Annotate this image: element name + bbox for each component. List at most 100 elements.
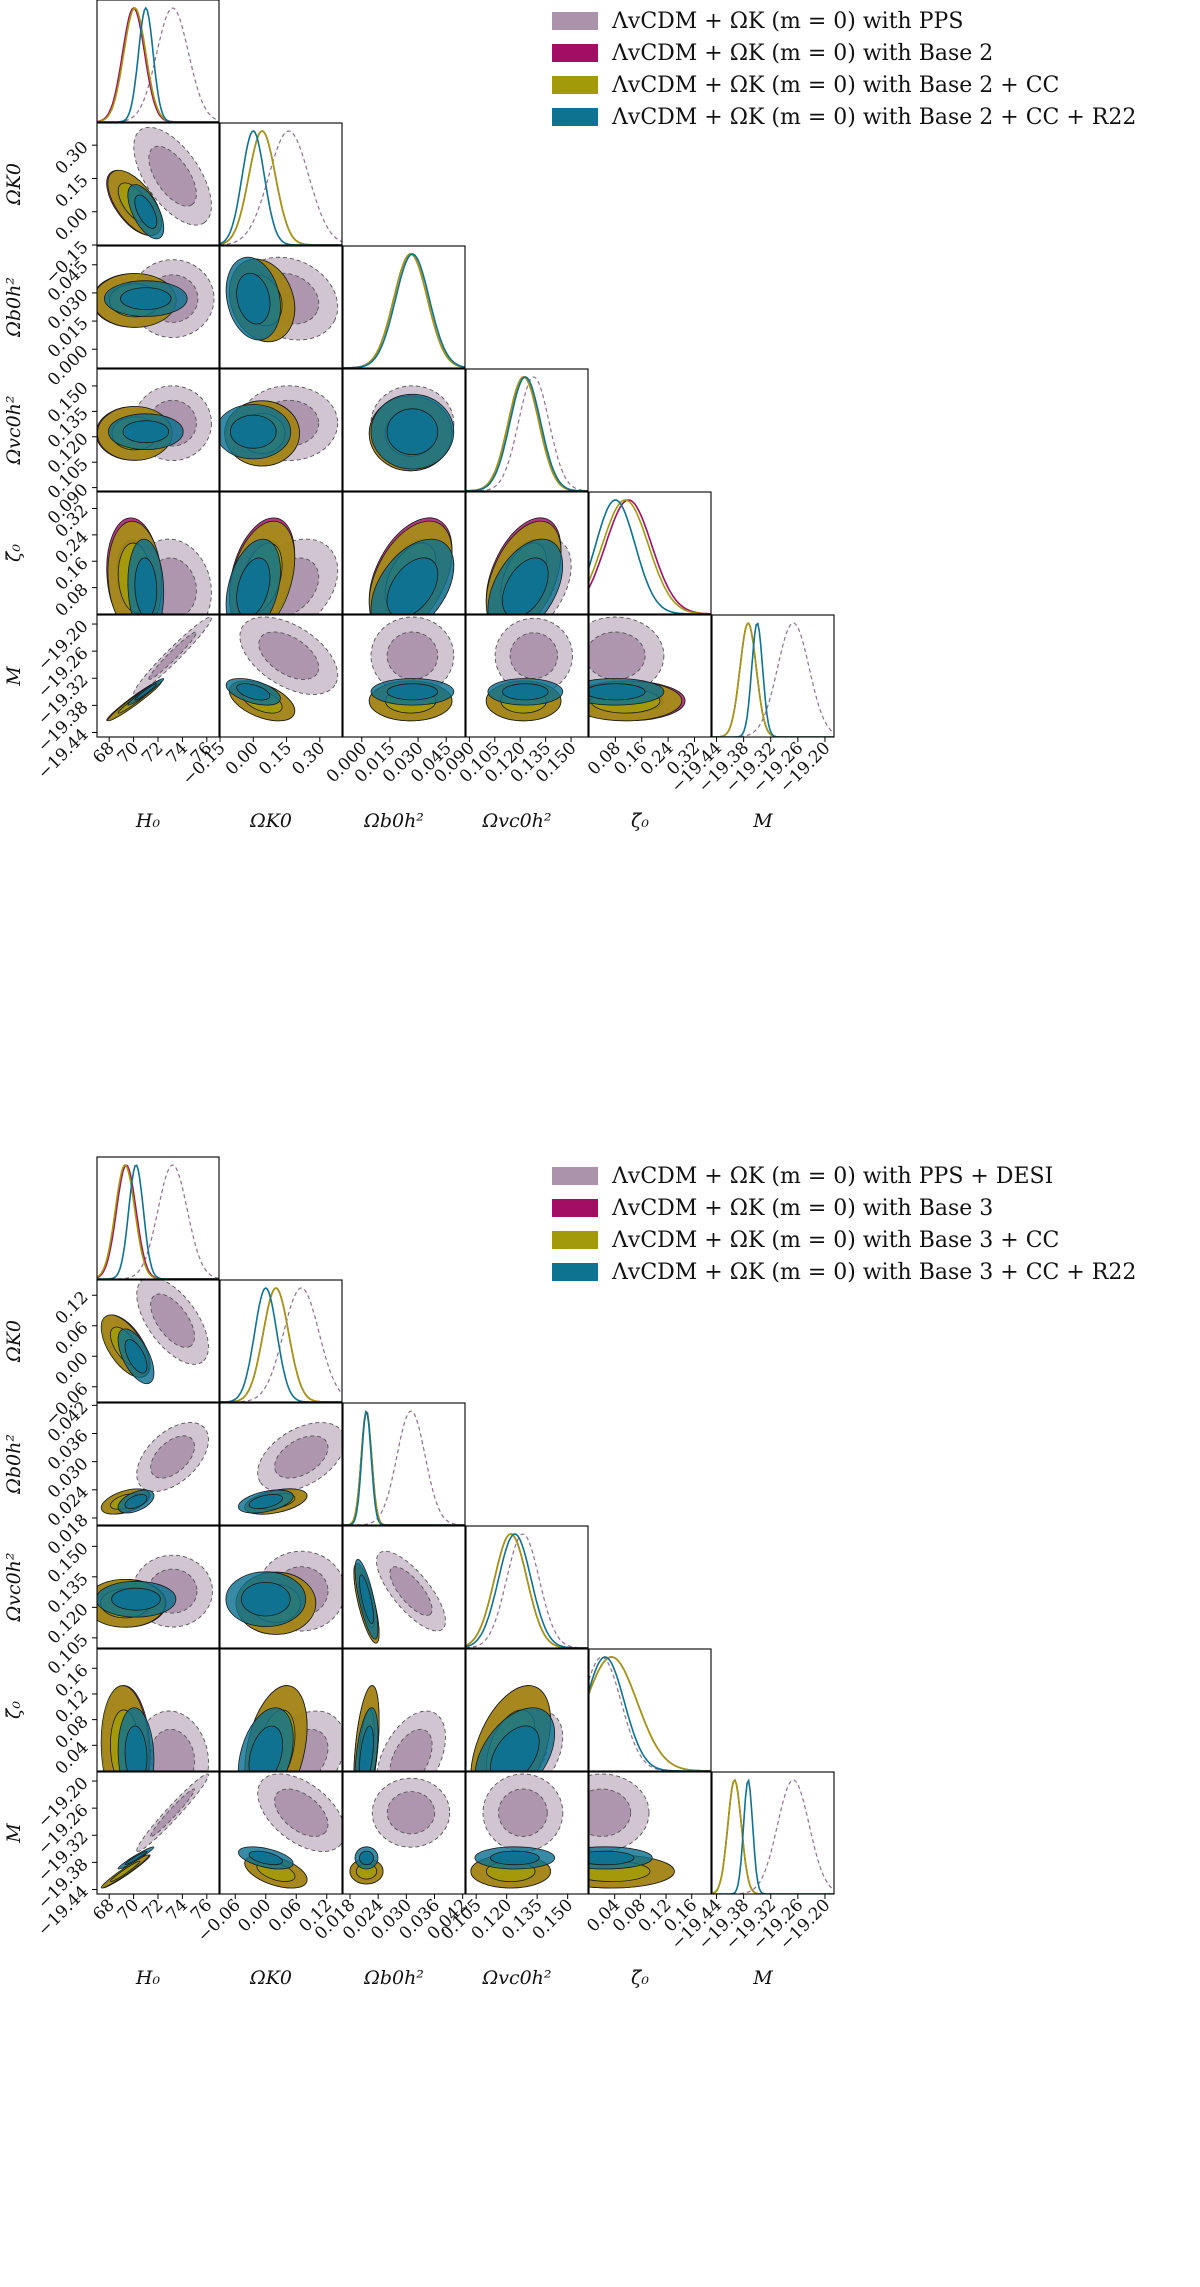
panel-frame — [219, 1525, 343, 1649]
marginal-curve-1 — [343, 253, 465, 368]
panel-frame — [96, 122, 220, 246]
panel-frame — [96, 1279, 220, 1403]
contour-4-68 — [386, 557, 439, 614]
contour-4-68 — [359, 1725, 374, 1771]
x-axis-label: Ωvc0h² — [481, 1967, 551, 1989]
marginal-curve-4 — [220, 130, 342, 245]
panel-4-2 — [342, 1648, 466, 1772]
legend-swatch-3 — [552, 76, 598, 94]
marginal-curve-3 — [97, 7, 219, 122]
marginal-curve-4 — [343, 253, 465, 368]
panel-4-3 — [465, 491, 589, 615]
contour-4-68 — [359, 1850, 374, 1866]
marginal-curve-1 — [97, 7, 219, 122]
y-axis-label: Ωvc0h² — [3, 395, 25, 465]
panel-frame — [588, 1648, 712, 1772]
legend-label-1: ΛvCDM + ΩK (m = 0) with PPS + DESI — [611, 1164, 1053, 1189]
marginal-curve-4 — [97, 6, 219, 122]
contour-4-68 — [124, 1339, 148, 1374]
marginal-curve-2 — [343, 253, 465, 368]
contour-4-68 — [248, 1494, 283, 1509]
panel-5-1 — [219, 614, 343, 738]
panel-5-1 — [219, 1771, 343, 1895]
contour-4-68 — [489, 1725, 540, 1771]
panel-4-4 — [588, 491, 712, 615]
panel-frame — [96, 0, 220, 123]
contour-4-68 — [589, 1850, 635, 1866]
marginal-curve-3 — [589, 1656, 711, 1771]
y-axis-label: Ωb0h² — [3, 1434, 25, 1495]
marginal-curve-1 — [589, 1656, 711, 1771]
panel-3-2 — [342, 1525, 466, 1649]
y-axis-label: ζ̃₀ — [3, 544, 25, 562]
panel-frame — [219, 1402, 343, 1526]
panel-frame — [465, 368, 589, 492]
panel-5-2 — [342, 614, 466, 738]
panel-frame — [711, 614, 835, 738]
panel-frame — [219, 368, 343, 492]
panel-frame — [588, 491, 712, 615]
panel-frame — [342, 1648, 466, 1772]
corner-figure-2: 6870727476H₀−0.060.000.060.12ΩK00.0180.0… — [3, 1156, 1136, 1989]
x-axis-label: ζ̃₀ — [631, 1967, 649, 1989]
panel-frame — [96, 1156, 220, 1280]
corner-figure-1: 6870727476H₀−0.150.000.150.30ΩK00.0000.0… — [3, 0, 1136, 832]
panel-frame — [465, 614, 589, 738]
legend-label-2: ΛvCDM + ΩK (m = 0) with Base 2 — [611, 41, 993, 66]
contour-4-68 — [111, 1587, 161, 1611]
panel-frame — [465, 1771, 589, 1895]
panel-3-1 — [219, 1525, 343, 1649]
contour-4-68 — [134, 194, 158, 229]
x-axis-label: M — [752, 1967, 773, 1989]
y-axis-label: M — [3, 666, 25, 687]
contour-1-68 — [150, 1788, 196, 1837]
marginal-curve-3 — [220, 130, 342, 245]
contour-4-68 — [248, 1725, 283, 1771]
y-axis-label: Ωvc0h² — [3, 1552, 25, 1622]
contour-1-68 — [258, 631, 320, 680]
legend-label-4: ΛvCDM + ΩK (m = 0) with Base 2 + CC + R2… — [611, 105, 1136, 130]
y-tick-label: 0.00 — [52, 1349, 93, 1390]
panel-frame — [588, 1771, 712, 1895]
panel-3-2 — [342, 368, 466, 492]
marginal-curve-4 — [466, 376, 588, 491]
contour-1-68 — [498, 1788, 548, 1837]
panel-3-0 — [96, 368, 220, 492]
y-axis-label: ζ̃₀ — [3, 1701, 25, 1719]
contour-4-68 — [120, 287, 172, 311]
contour-4-68 — [230, 414, 277, 449]
panel-2-1 — [219, 1402, 343, 1526]
y-tick-label: 0.15 — [52, 171, 93, 212]
legend-swatch-1 — [552, 1167, 598, 1185]
contour-4-68 — [359, 1574, 374, 1625]
x-tick-label: 0.06 — [265, 1895, 306, 1936]
marginal-curve-4 — [712, 622, 834, 737]
panel-frame — [342, 1402, 466, 1526]
x-axis-label: M — [752, 810, 773, 832]
panel-4-1 — [219, 491, 343, 615]
contour-1-68 — [274, 1788, 329, 1837]
marginal-curve-1 — [712, 622, 834, 737]
contour-4-68 — [489, 1850, 540, 1866]
x-tick-label: 0.00 — [222, 738, 263, 779]
marginal-curve-2 — [220, 130, 342, 245]
panel-0-0 — [96, 1156, 220, 1280]
panel-5-4 — [588, 614, 712, 738]
marginal-curve-2 — [97, 1164, 219, 1279]
panel-1-1 — [219, 122, 343, 246]
y-tick-label: 0.00 — [52, 204, 93, 245]
contour-1-68 — [150, 1293, 196, 1348]
panel-4-3 — [465, 1648, 589, 1772]
x-axis-label: ΩK0 — [249, 1967, 292, 1989]
marginal-curve-1 — [466, 376, 588, 491]
legend-label-4: ΛvCDM + ΩK (m = 0) with Base 3 + CC + R2… — [611, 1260, 1136, 1285]
panel-frame — [219, 1771, 343, 1895]
contour-1-68 — [274, 1435, 329, 1479]
marginal-curve-3 — [712, 1778, 834, 1894]
marginal-curve-4 — [220, 1287, 342, 1402]
panel-5-3 — [465, 1771, 589, 1895]
contour-4-68 — [134, 683, 158, 701]
panel-5-5 — [711, 614, 835, 738]
panel-2-2 — [342, 245, 466, 369]
marginal-curve-1 — [97, 1164, 219, 1279]
